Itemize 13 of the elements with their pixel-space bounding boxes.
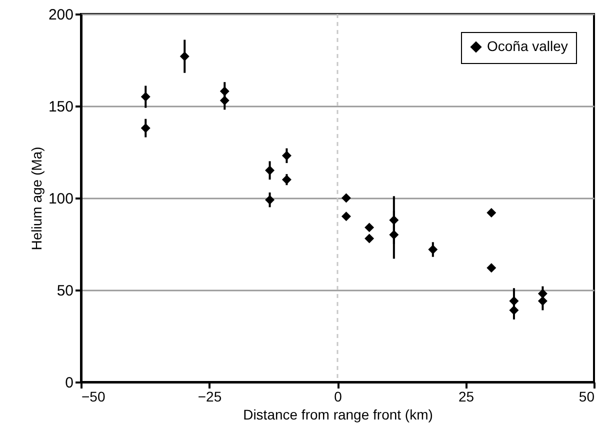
x-tick-label: 50	[578, 388, 595, 404]
y-tick-label: 200	[48, 6, 74, 24]
y-axis-title: Helium age (Ma)	[28, 146, 44, 250]
y-tick-label: 0	[65, 374, 74, 392]
y-tick-label: 100	[48, 190, 74, 208]
y-tick-label: 50	[56, 282, 74, 300]
x-tick-label: 25	[458, 388, 474, 404]
legend-label: Ocoña valley	[487, 38, 568, 54]
x-tick-label: −25	[198, 388, 222, 404]
x-tick-label: 0	[334, 388, 342, 404]
x-axis-title: Distance from range front (km)	[243, 406, 433, 422]
x-tick-label: −50	[82, 388, 106, 404]
y-tick-label: 150	[48, 98, 74, 116]
